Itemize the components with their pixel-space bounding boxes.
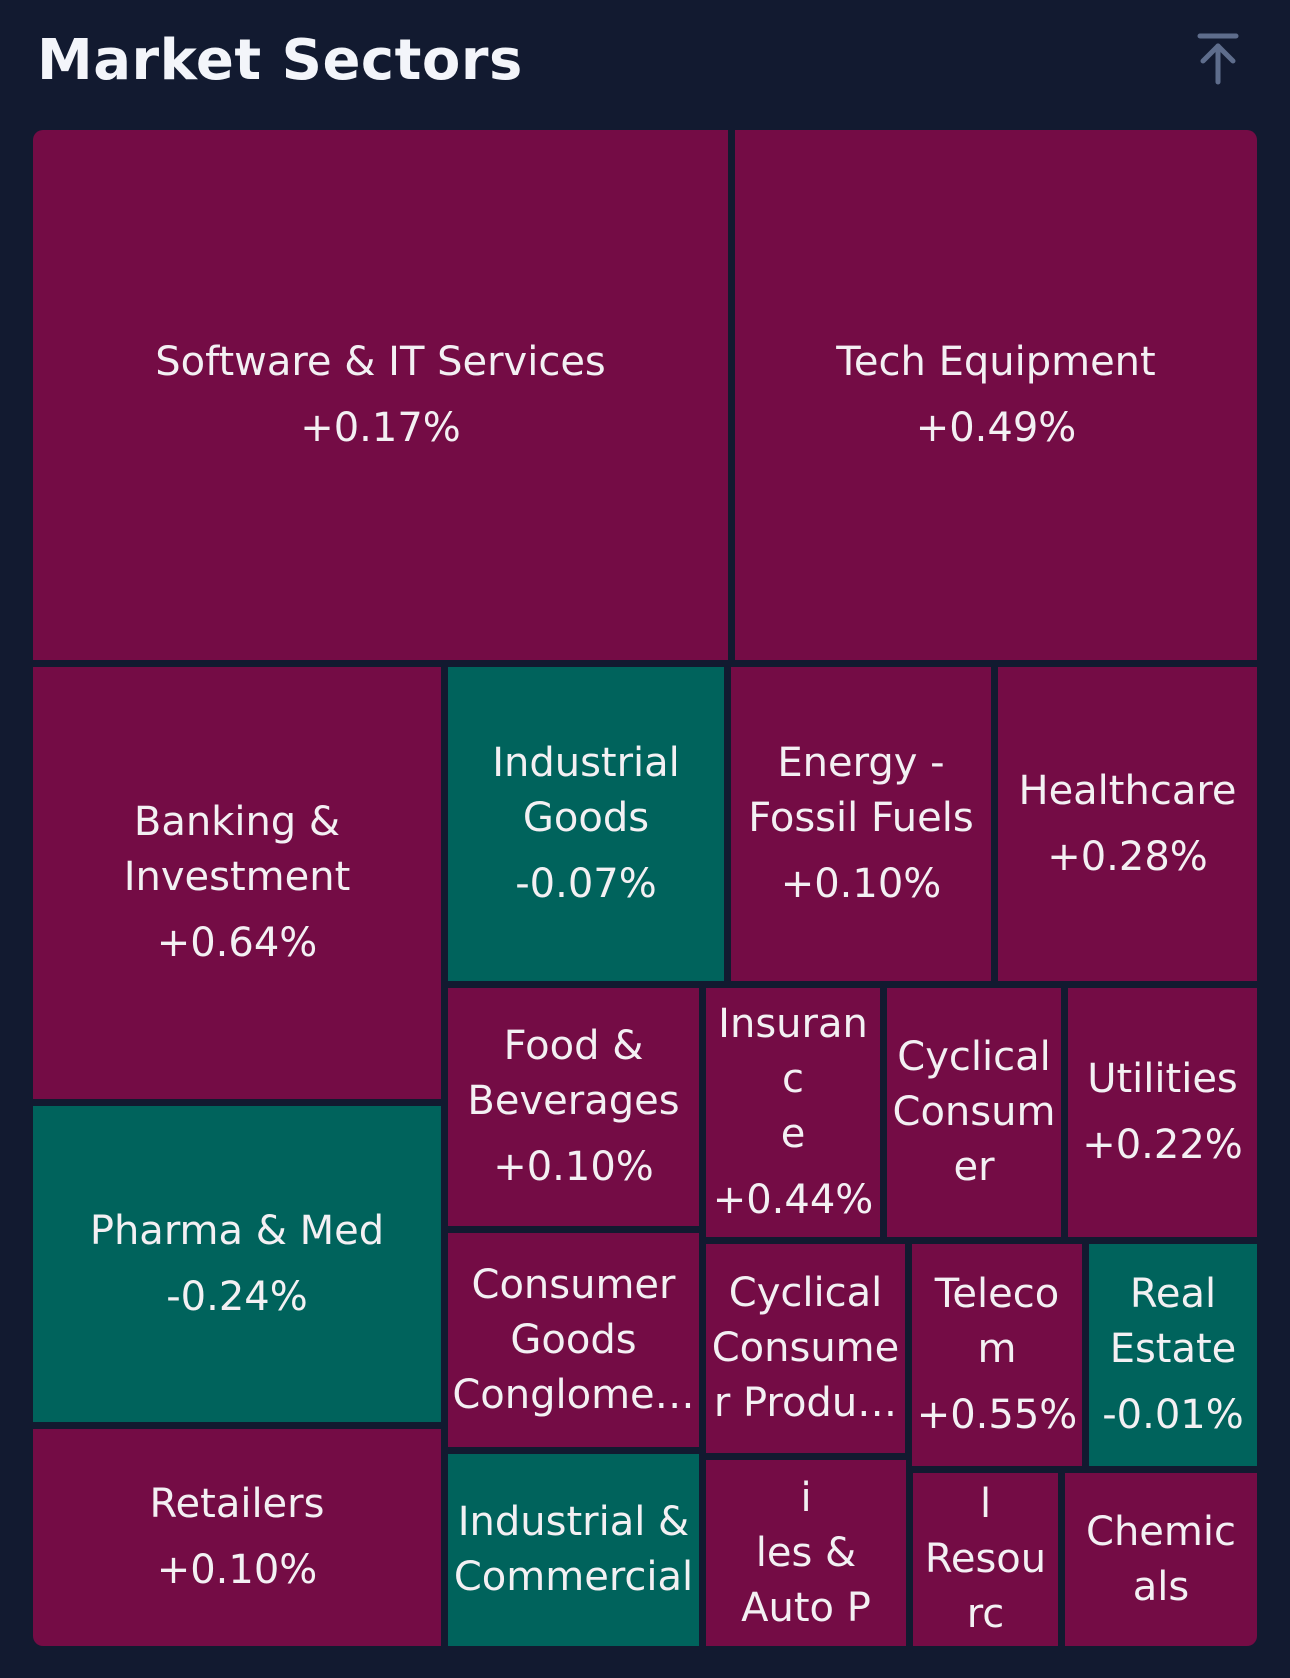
sector-tile-energy-fossil-fuels[interactable]: Energy - Fossil Fuels +0.10% [731, 667, 991, 981]
sector-name: Industrial Goods [492, 740, 680, 841]
sector-change: +0.10% [156, 1547, 318, 1593]
arrow-up-to-line-icon [1197, 33, 1239, 85]
sector-tile-software-and-it-services[interactable]: Software & IT Services +0.17% [33, 130, 728, 660]
sector-name: Healthcare [1018, 767, 1237, 814]
sector-name: Pharma & Med [89, 1207, 385, 1254]
sector-name: Telecom [934, 1271, 1060, 1372]
sector-treemap: Software & IT Services +0.17% Tech Equipme… [33, 130, 1257, 1646]
sector-tile-pharma-and-med[interactable]: Pharma & Med -0.24% [33, 1106, 441, 1422]
sector-tile-consumer-goods-conglomerates[interactable]: Consumer Goods Conglome… [448, 1233, 699, 1447]
sector-tile-food-and-beverages[interactable]: Food & Beverages +0.10% [448, 988, 699, 1226]
sector-tile-cyclical-consumer-products[interactable]: Cyclical Consume r Produ… [706, 1244, 905, 1453]
sector-name: Software & IT Services [155, 338, 606, 385]
sector-name: Cyclical Consum er [892, 1034, 1056, 1190]
sector-change: +0.22% [1082, 1122, 1243, 1168]
sector-tile-insurance[interactable]: Insuranc e +0.44% [706, 988, 880, 1237]
sector-tile-chemicals[interactable]: Chemic als [1065, 1473, 1257, 1646]
sector-change: +0.10% [493, 1144, 654, 1190]
sector-name: Mineral Resourc es [924, 1481, 1047, 1637]
sector-tile-tech-equipment[interactable]: Tech Equipment +0.49% [735, 130, 1257, 660]
sector-change: +0.44% [712, 1177, 874, 1223]
sector-name: Energy - Fossil Fuels [748, 740, 974, 841]
sector-tile-utilities[interactable]: Utilities +0.22% [1068, 988, 1257, 1237]
sector-name: Food & Beverages [467, 1023, 680, 1124]
sector-change: +0.49% [915, 404, 1077, 451]
sector-tile-telecom[interactable]: Telecom +0.55% [912, 1244, 1082, 1466]
sector-tile-mineral-resources[interactable]: Mineral Resourc es [913, 1473, 1058, 1646]
sector-tile-banking-and-investment[interactable]: Banking & Investment +0.64% [33, 667, 441, 1099]
sector-change: -0.01% [1102, 1392, 1244, 1438]
scroll-to-top-button[interactable] [1194, 30, 1242, 88]
sector-change: +0.28% [1047, 833, 1208, 880]
sector-change: +0.10% [780, 861, 942, 907]
sector-name: Insuranc e [718, 1001, 868, 1157]
page-title: Market Sectors [37, 28, 523, 93]
sector-name: Chemic als [1086, 1508, 1236, 1610]
sector-name: Tech Equipment [836, 338, 1156, 385]
sector-change: -0.07% [515, 861, 657, 907]
sector-change: +0.17% [300, 404, 461, 451]
sector-change: +0.64% [156, 920, 318, 966]
sector-tile-retailers[interactable]: Retailers +0.10% [33, 1429, 441, 1646]
sector-tile-real-estate[interactable]: Real Estate -0.01% [1089, 1244, 1257, 1466]
sector-name: Retailers [149, 1481, 325, 1527]
sector-change: +0.55% [916, 1392, 1078, 1438]
sector-name: Banking & Investment [123, 799, 351, 900]
sector-name: Automobi les & Auto Pa… [715, 1460, 897, 1646]
sector-name: Real Estate [1109, 1271, 1237, 1372]
sector-tile-cyclical-consumer[interactable]: Cyclical Consum er [887, 988, 1061, 1237]
sector-name: Cyclical Consume r Produ… [711, 1270, 900, 1426]
sector-tile-healthcare[interactable]: Healthcare +0.28% [998, 667, 1257, 981]
sector-tile-industrial-and-commercial[interactable]: Industrial & Commercial [448, 1454, 699, 1646]
sector-change: -0.24% [166, 1273, 308, 1320]
sector-name: Consumer Goods Conglome… [452, 1261, 695, 1418]
sector-name: Utilities [1087, 1056, 1238, 1102]
sector-tile-automobiles-and-auto-parts[interactable]: Automobi les & Auto Pa… [706, 1460, 906, 1646]
sector-name: Industrial & Commercial [453, 1499, 694, 1600]
sector-tile-industrial-goods[interactable]: Industrial Goods -0.07% [448, 667, 724, 981]
